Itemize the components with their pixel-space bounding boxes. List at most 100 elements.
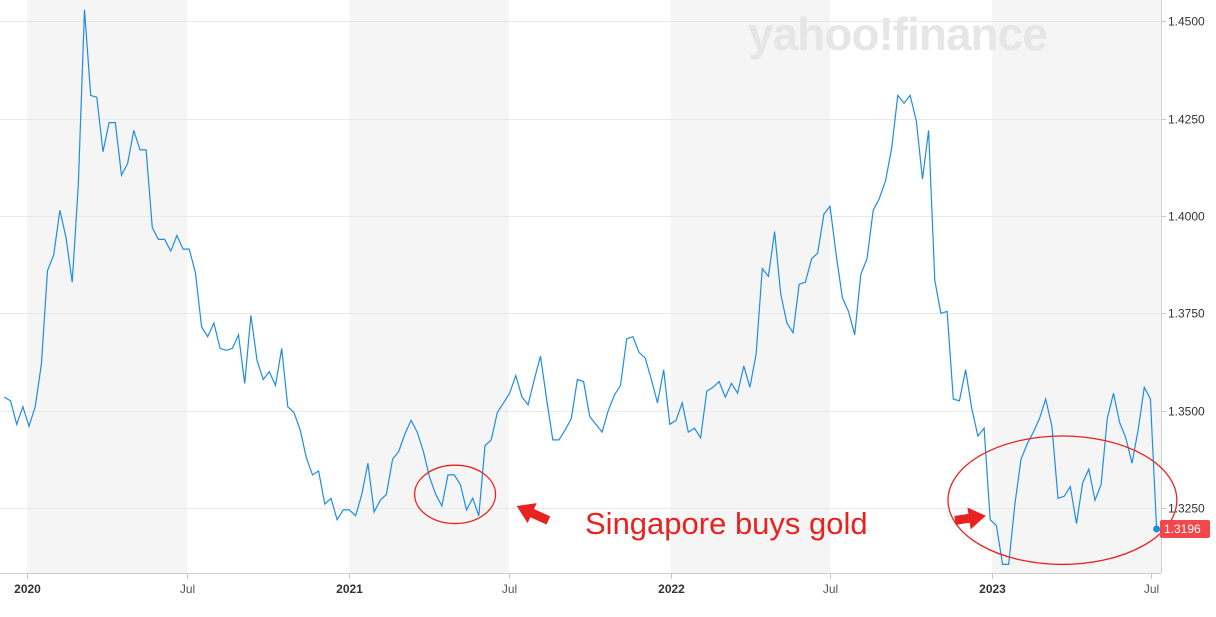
data-point: [194, 271, 197, 274]
data-point: [145, 148, 148, 151]
x-tick-label: 2022: [658, 582, 685, 596]
data-point: [816, 252, 819, 255]
data-point: [354, 514, 357, 517]
data-point: [422, 450, 425, 453]
data-point: [859, 273, 862, 276]
shaded-band: [349, 0, 509, 573]
data-point: [613, 394, 616, 397]
data-point: [496, 411, 499, 414]
data-point: [151, 226, 154, 229]
data-point: [34, 405, 37, 408]
data-point: [102, 150, 105, 153]
shaded-band: [27, 0, 188, 573]
data-point: [588, 415, 591, 418]
data-point: [342, 508, 345, 511]
data-point: [1124, 436, 1127, 439]
data-point: [40, 363, 43, 366]
data-point: [508, 392, 511, 395]
data-point: [847, 310, 850, 313]
data-point: [502, 401, 505, 404]
data-point: [323, 503, 326, 506]
data-point: [927, 129, 930, 132]
data-point: [274, 384, 277, 387]
data-point: [231, 347, 234, 350]
data-point: [705, 390, 708, 393]
x-tick-label: Jul: [502, 582, 517, 596]
data-point: [884, 180, 887, 183]
data-point: [1075, 522, 1078, 525]
data-point: [1137, 429, 1140, 432]
data-point: [693, 427, 696, 430]
data-point: [761, 267, 764, 270]
data-point: [521, 396, 524, 399]
data-point: [650, 378, 653, 381]
data-point: [188, 248, 191, 251]
data-point: [1063, 495, 1066, 498]
data-point: [3, 396, 6, 399]
data-point: [564, 429, 567, 432]
data-point: [712, 386, 715, 389]
data-point: [601, 431, 604, 434]
yahoo-finance-watermark: yahoo!finance: [748, 8, 1047, 60]
data-point: [970, 407, 973, 410]
data-point: [459, 483, 462, 486]
data-point: [785, 322, 788, 325]
data-point: [15, 423, 18, 426]
data-point: [570, 417, 573, 420]
data-point: [52, 254, 55, 257]
data-point: [1050, 425, 1053, 428]
data-point: [539, 355, 542, 358]
data-point: [200, 326, 203, 329]
data-point: [348, 508, 351, 511]
data-point: [1026, 442, 1029, 445]
last-value-box: [1160, 520, 1210, 539]
gridlines: [0, 21, 1161, 509]
data-point: [533, 378, 536, 381]
y-tick-label: 1.3500: [1168, 405, 1205, 419]
data-point: [330, 497, 333, 500]
data-point: [631, 335, 634, 338]
data-point: [397, 450, 400, 453]
data-point: [163, 238, 166, 241]
data-point: [989, 518, 992, 521]
data-point: [638, 351, 641, 354]
y-tick-label: 1.3250: [1168, 502, 1205, 516]
x-tick-label: 2021: [336, 582, 363, 596]
data-point: [718, 380, 721, 383]
x-tick-label: Jul: [1144, 582, 1159, 596]
data-point: [114, 121, 117, 124]
x-tick-label: 2023: [979, 582, 1006, 596]
data-point: [755, 353, 758, 356]
annotation-ellipse: [947, 435, 1178, 566]
data-point: [742, 364, 745, 367]
data-point: [736, 392, 739, 395]
data-point: [379, 499, 382, 502]
x-axis-ticks: 2020 Jul 2021 Jul 2022 Jul 2023 Jul: [14, 573, 1159, 596]
axis-lines: [0, 0, 1162, 574]
data-point: [182, 248, 185, 251]
data-point: [58, 209, 61, 212]
data-point: [662, 368, 665, 371]
y-tick-label: 1.4250: [1168, 113, 1205, 127]
shaded-band: [670, 0, 831, 573]
data-point: [311, 473, 314, 476]
last-value-badge: 1.3196: [1160, 520, 1210, 539]
data-point: [157, 238, 160, 241]
data-point: [1020, 458, 1023, 461]
annotation-arrow: [516, 503, 551, 525]
data-point: [453, 473, 456, 476]
data-point: [835, 254, 838, 257]
data-point: [1112, 392, 1115, 395]
data-point: [915, 119, 918, 122]
data-point: [514, 374, 517, 377]
data-point: [89, 94, 92, 97]
data-point: [551, 438, 554, 441]
data-point: [77, 183, 80, 186]
data-point: [403, 433, 406, 436]
data-point: [1013, 503, 1016, 506]
data-point: [1081, 481, 1084, 484]
data-point: [976, 435, 979, 438]
data-point: [237, 333, 240, 336]
data-point: [219, 347, 222, 350]
